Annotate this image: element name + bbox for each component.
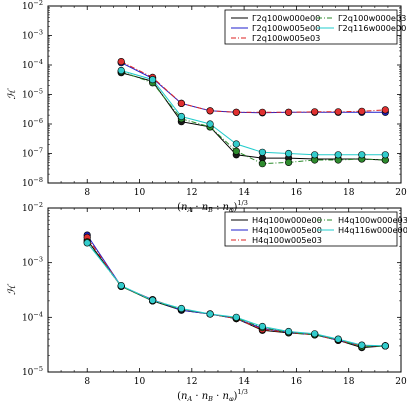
chart-panel-1: 8 10 12 14 16 18 20 10−8 10−7 10−6 10−5 10−4 10−3 10−…	[7, 0, 407, 214]
legend-box	[224, 9, 398, 45]
data-point	[285, 149, 293, 158]
data-point	[311, 330, 319, 338]
data-point	[285, 108, 293, 116]
legend-box	[224, 211, 398, 247]
y-tick-label: 10−7	[22, 147, 43, 160]
data-point	[258, 108, 267, 116]
series-line	[86, 239, 386, 349]
data-point	[206, 120, 214, 128]
data-point	[285, 327, 293, 336]
y-tick-label: 10−2	[22, 0, 43, 12]
data-point	[258, 322, 267, 331]
series-line	[86, 242, 386, 347]
series-line	[120, 62, 386, 114]
y-tick-label: 10−6	[22, 117, 43, 130]
legend-label: Γ2q100w005e03	[252, 33, 320, 43]
y-axis-label: ℋ	[7, 87, 18, 99]
legend-label: Γ2q100w000e00	[252, 13, 320, 23]
data-point	[206, 107, 214, 115]
data-point	[334, 335, 342, 343]
chart-panel-2: 8 10 12 14 16 18 20 10−5 10−4 10−3 10−2 (nA · nB · …	[7, 201, 407, 403]
data-point	[149, 296, 157, 304]
legend-label: H4q100w000e03	[338, 215, 407, 225]
legend-label: H4q100w005e03	[252, 235, 322, 245]
y-tick-label: 10−2	[22, 201, 43, 214]
y-tick-label: 10−8	[22, 176, 43, 189]
x-tick-label: 12	[186, 188, 197, 198]
data-point	[334, 151, 342, 159]
legend-label: Γ2q100w005e00	[252, 23, 320, 33]
data-point	[149, 75, 157, 84]
data-point	[206, 310, 214, 318]
data-point	[258, 160, 267, 168]
data-point	[311, 151, 319, 159]
y-tick-label: 10−4	[22, 58, 43, 71]
x-tick-label: 8	[84, 377, 90, 387]
data-point	[232, 140, 240, 148]
x-tick-label: 10	[134, 188, 146, 198]
data-point	[334, 108, 342, 116]
legend-label: H4q100w005e00	[252, 225, 322, 235]
data-point	[358, 107, 366, 115]
series-line	[86, 237, 386, 347]
data-point	[381, 342, 389, 350]
x-axis-label: (nA · nB · nφ)1/3	[177, 388, 248, 401]
data-point	[358, 341, 366, 349]
data-point	[117, 282, 125, 290]
x-tick-label: 12	[186, 377, 197, 387]
x-tick-label: 18	[343, 188, 355, 198]
y-tick-label: 10−4	[22, 310, 43, 323]
data-point	[117, 66, 125, 75]
data-point	[177, 99, 185, 107]
data-point	[232, 147, 240, 155]
legend-label: Γ2q100w000e03	[338, 13, 406, 23]
data-point	[381, 106, 389, 114]
y-axis-label: ℋ	[7, 283, 18, 295]
y-tick-label: 10−3	[22, 256, 43, 269]
x-tick-label: 8	[84, 188, 90, 198]
x-tick-label: 16	[291, 377, 303, 387]
x-tick-label: 14	[238, 377, 250, 387]
data-point	[358, 151, 366, 159]
plot-frame	[47, 207, 402, 373]
data-point	[258, 148, 267, 156]
legend-label: Γ2q116w000e00	[338, 23, 406, 33]
y-tick-label: 10−3	[22, 29, 43, 42]
x-tick-label: 14	[238, 188, 250, 198]
legend-label: H4q100w000e00	[252, 215, 322, 225]
data-point	[311, 108, 319, 116]
data-point	[232, 313, 240, 321]
data-point	[381, 151, 389, 159]
series-line	[120, 61, 386, 113]
series-line	[86, 241, 386, 348]
data-point	[177, 304, 185, 313]
x-tick-label: 18	[343, 377, 355, 387]
legend-label: H4q116w000e00	[338, 225, 407, 235]
data-point	[177, 112, 185, 121]
x-tick-label: 10	[134, 377, 146, 387]
y-tick-label: 10−5	[22, 88, 43, 101]
data-point	[117, 57, 125, 66]
x-tick-label: 20	[395, 377, 407, 387]
data-point	[83, 239, 91, 247]
data-point	[285, 158, 293, 166]
x-tick-label: 16	[291, 188, 303, 198]
x-tick-label: 20	[395, 188, 407, 198]
y-tick-label: 10−5	[22, 365, 43, 378]
data-point	[232, 108, 240, 116]
